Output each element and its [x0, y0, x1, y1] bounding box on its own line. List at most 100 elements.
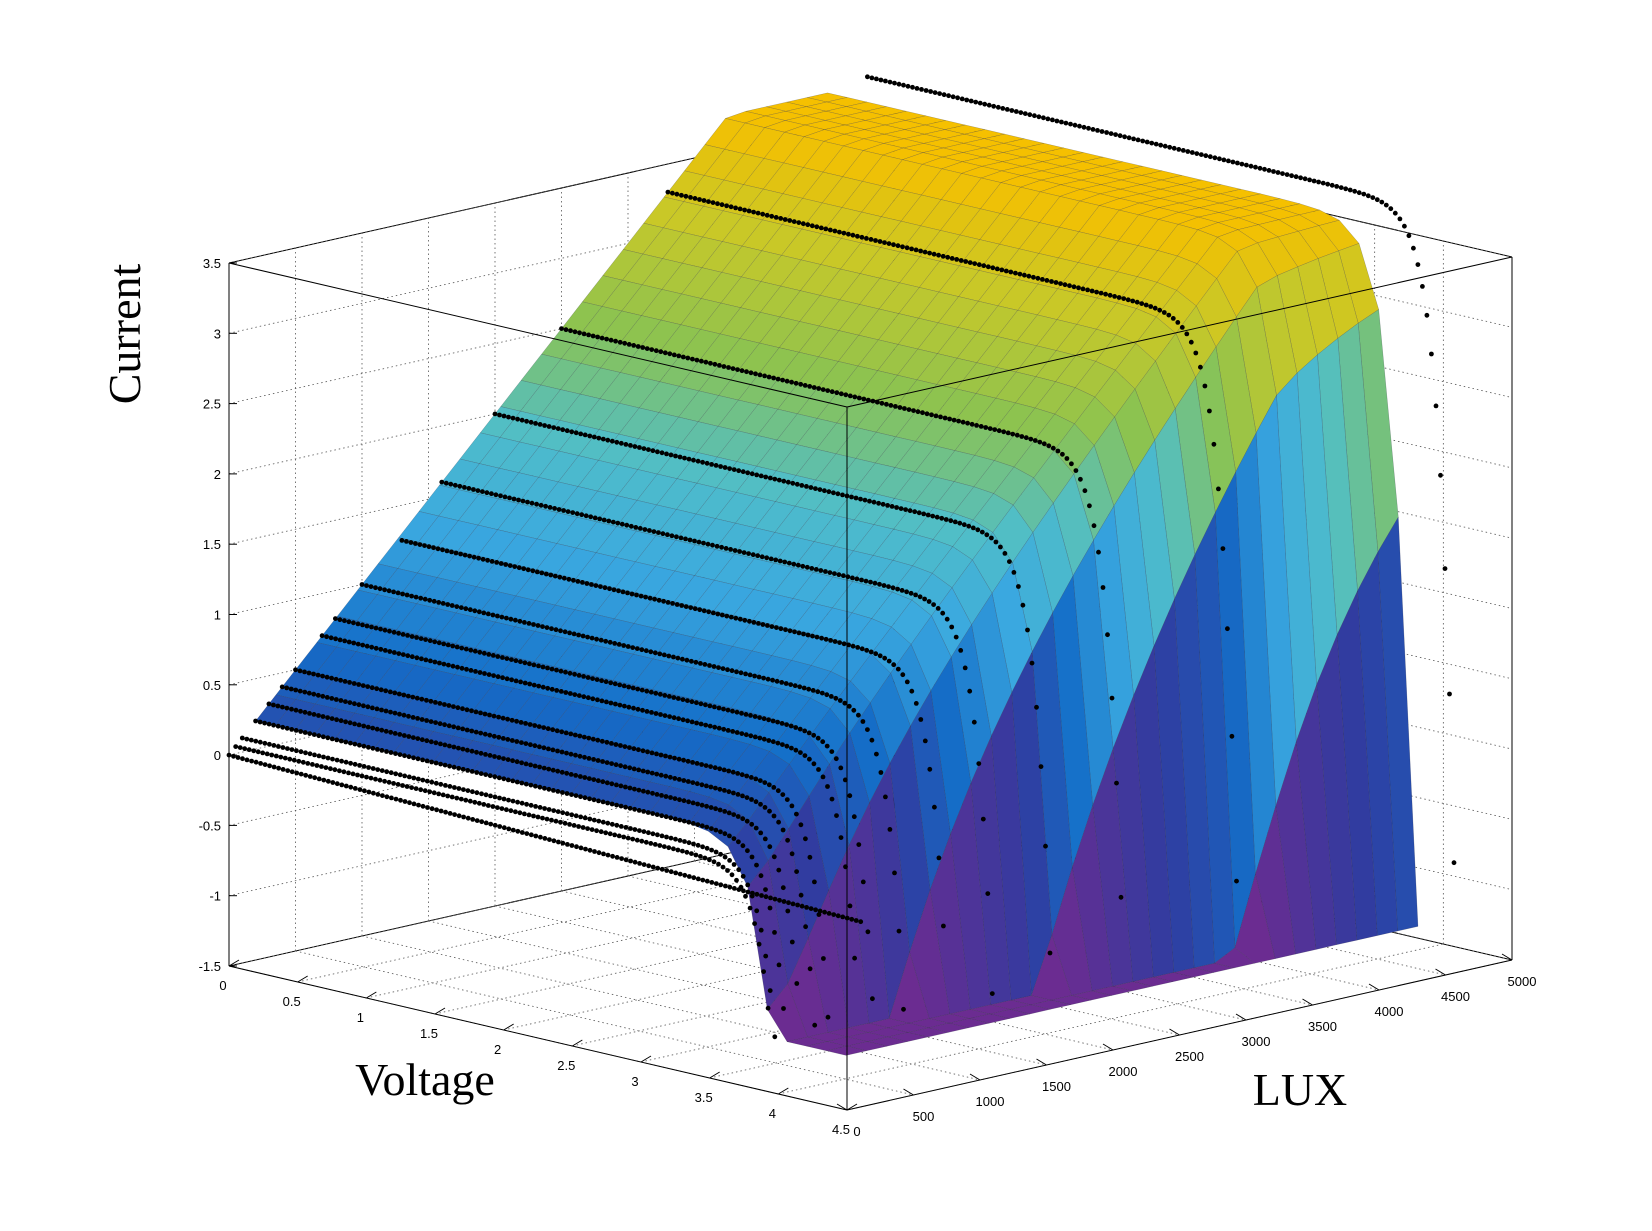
data-point: [689, 851, 694, 856]
data-point: [1114, 780, 1119, 786]
data-point: [991, 103, 997, 109]
data-point: [599, 678, 604, 684]
data-point: [618, 743, 623, 748]
data-point: [545, 685, 551, 691]
data-point: [307, 711, 312, 716]
data-point: [1198, 364, 1203, 370]
data-point: [551, 808, 557, 813]
data-point: [418, 595, 424, 601]
data-point: [559, 326, 564, 331]
data-point: [989, 535, 994, 541]
measured-curves: [226, 74, 1457, 1040]
data-point: [883, 78, 888, 84]
data-point: [744, 369, 749, 375]
data-point: [1176, 147, 1182, 152]
data-point: [708, 360, 713, 366]
data-point: [402, 799, 408, 804]
x-tick-label: 0: [219, 978, 226, 993]
data-point: [280, 704, 285, 710]
data-point: [856, 712, 861, 718]
data-point: [1122, 134, 1127, 140]
z-tick-label: 3: [214, 326, 221, 341]
data-point: [614, 822, 620, 828]
data-point: [626, 684, 632, 690]
data-point: [337, 768, 342, 774]
data-point: [582, 795, 588, 801]
data-point: [338, 677, 343, 683]
data-point: [302, 730, 308, 735]
data-point: [703, 359, 709, 365]
data-point: [483, 820, 489, 826]
data-point: [389, 795, 394, 801]
data-point: [767, 808, 772, 814]
data-point: [528, 419, 534, 425]
data-point: [935, 606, 941, 611]
data-point: [946, 93, 951, 99]
data-point: [936, 855, 942, 861]
data-point: [415, 736, 421, 741]
data-point: [598, 829, 604, 835]
data-point: [601, 517, 607, 523]
data-point: [1077, 123, 1082, 129]
data-point: [920, 410, 925, 416]
data-point: [622, 340, 628, 346]
data-point: [874, 751, 879, 757]
data-point: [838, 835, 844, 840]
data-point: [802, 753, 808, 758]
y-tick-label: 0: [853, 1124, 860, 1139]
data-point: [658, 772, 664, 778]
data-point: [623, 442, 629, 447]
data-point: [578, 814, 584, 820]
data-point: [985, 891, 991, 896]
data-point: [941, 92, 947, 98]
data-point: [433, 720, 438, 725]
data-point: [666, 694, 672, 699]
data-point: [671, 715, 677, 721]
data-point: [889, 504, 895, 509]
data-point: [667, 714, 672, 719]
data-point: [590, 333, 596, 339]
data-point: [800, 563, 806, 569]
data-point: [1451, 860, 1457, 866]
data-point: [1044, 278, 1050, 283]
data-point: [789, 745, 794, 751]
data-point: [878, 770, 884, 775]
data-point: [415, 716, 420, 721]
data-point: [437, 660, 442, 666]
data-point: [744, 818, 750, 824]
data-point: [1374, 197, 1380, 203]
data-point: [698, 854, 703, 859]
data-point: [727, 466, 732, 471]
data-point: [631, 343, 637, 348]
data-point: [1235, 160, 1240, 166]
data-point: [501, 756, 506, 761]
data-point: [559, 769, 565, 775]
data-point: [679, 603, 685, 608]
data-point: [972, 261, 978, 266]
data-point: [823, 636, 829, 642]
measured-curve: [492, 411, 1053, 956]
data-point: [253, 718, 258, 724]
data-point: [470, 817, 476, 822]
data-point: [590, 676, 595, 681]
data-point: [598, 637, 604, 643]
data-point: [473, 709, 479, 715]
data-point: [999, 267, 1005, 273]
data-point: [781, 478, 787, 484]
data-point: [456, 786, 462, 791]
data-point: [397, 711, 402, 717]
data-point: [748, 370, 754, 376]
data-point: [891, 662, 897, 668]
data-point: [833, 756, 839, 762]
data-point: [553, 627, 559, 633]
data-point: [537, 422, 543, 427]
data-point: [600, 759, 605, 764]
data-point: [443, 809, 448, 815]
data-point: [608, 337, 614, 343]
data-point: [235, 755, 241, 760]
data-point: [233, 744, 239, 749]
data-point: [460, 766, 466, 772]
data-point: [467, 553, 472, 559]
data-point: [718, 851, 723, 857]
data-point: [393, 771, 399, 777]
